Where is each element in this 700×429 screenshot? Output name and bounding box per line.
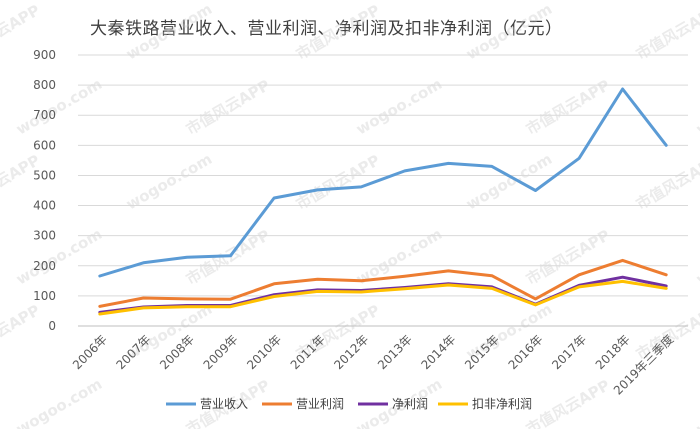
y-tick-label: 900 xyxy=(33,48,56,62)
legend-label: 营业利润 xyxy=(296,397,344,411)
y-tick-label: 100 xyxy=(33,289,56,303)
x-tick-label: 2017年 xyxy=(549,332,589,372)
y-tick-label: 700 xyxy=(33,108,56,122)
watermark-text: 市值风云APP xyxy=(633,301,700,363)
legend-label: 营业收入 xyxy=(200,397,248,411)
y-tick-label: 800 xyxy=(33,78,56,92)
watermark-text: wogoo.com xyxy=(13,75,105,139)
x-tick-label: 2006年 xyxy=(70,332,110,372)
series-line-2 xyxy=(98,258,668,308)
watermark-text: wogoo.com xyxy=(463,0,555,63)
legend-label: 净利润 xyxy=(392,397,428,411)
watermark-text: 市值风云APP xyxy=(293,1,383,63)
x-tick-label: 2018年 xyxy=(593,332,633,372)
watermark-text: 市值风云APP xyxy=(633,151,700,213)
series-line-1 xyxy=(98,87,668,278)
y-tick-label: 0 xyxy=(48,319,56,333)
watermark-text: wogoo.com xyxy=(353,75,445,139)
chart-title: 大秦铁路营业收入、营业利润、净利润及扣非净利润（亿元） xyxy=(90,19,563,39)
y-tick-label: 500 xyxy=(33,168,56,182)
watermark-text: wogoo.com xyxy=(693,75,700,139)
x-tick-label: 2009年 xyxy=(201,332,241,372)
x-tick-label: 2014年 xyxy=(418,332,458,372)
y-tick-label: 200 xyxy=(33,259,56,273)
watermark-text: 市值风云APP xyxy=(0,301,43,363)
y-tick-label: 600 xyxy=(33,138,56,152)
watermark-text: 市值风云APP xyxy=(633,1,700,63)
watermark-text: wogoo.com xyxy=(693,225,700,289)
y-tick-label: 400 xyxy=(33,199,56,213)
watermark-text: wogoo.com xyxy=(123,150,215,214)
watermark-text: 市值风云APP xyxy=(523,376,613,429)
x-tick-label: 2010年 xyxy=(244,332,284,372)
watermark-text: wogoo.com xyxy=(693,375,700,429)
y-tick-label: 300 xyxy=(33,229,56,243)
watermark-text: wogoo.com xyxy=(13,225,105,289)
watermark-text: wogoo.com xyxy=(13,375,105,429)
legend-label: 扣非净利润 xyxy=(472,397,532,411)
watermark-text: wogoo.com xyxy=(123,0,215,63)
watermark-text: wogoo.com xyxy=(463,150,555,214)
series-line-4 xyxy=(98,279,668,316)
x-tick-label: 2013年 xyxy=(375,332,415,372)
